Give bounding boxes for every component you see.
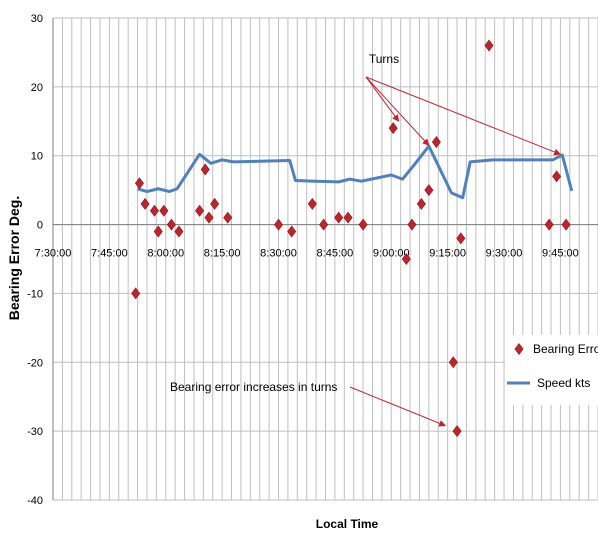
bearing-error-point xyxy=(159,204,169,217)
annotation-turns: Turns xyxy=(369,52,399,66)
bearing-error-point xyxy=(274,218,284,231)
x-tick-label: 9:15:00 xyxy=(429,248,466,260)
bearing-error-point xyxy=(561,218,571,231)
bearing-error-point xyxy=(134,177,144,190)
bearing-error-point xyxy=(431,135,441,148)
bearing-error-point xyxy=(552,170,562,183)
bearing-error-point xyxy=(407,218,417,231)
legend: Bearing Error Speed kts xyxy=(505,335,598,405)
bearing-error-point xyxy=(287,225,297,238)
y-tick-label: 20 xyxy=(31,82,43,94)
bearing-error-point xyxy=(223,211,233,224)
bearing-error-point xyxy=(452,425,462,438)
y-tick-label: 30 xyxy=(31,13,43,25)
x-tick-label: 9:45:00 xyxy=(542,248,579,260)
bearing-error-point xyxy=(210,197,220,210)
legend-bearing-label: Bearing Error xyxy=(533,342,598,356)
annotations: Turns Bearing error increases in turns xyxy=(170,52,562,427)
bearing-error-point xyxy=(131,287,141,300)
bearing-error-point xyxy=(307,197,317,210)
annotation-arrow xyxy=(349,386,447,427)
annotation-arrow xyxy=(365,76,430,146)
bearing-error-point xyxy=(424,184,434,197)
x-tick-label: 7:30:00 xyxy=(35,248,72,260)
bearing-error-point xyxy=(195,204,205,217)
x-tick-label: 7:45:00 xyxy=(91,248,128,260)
bearing-error-point xyxy=(358,218,368,231)
bearing-error-point xyxy=(153,225,163,238)
bearing-error-point xyxy=(174,225,184,238)
y-axis-title: Bearing Error Deg. xyxy=(6,196,22,320)
annotation-turn-error: Bearing error increases in turns xyxy=(170,380,337,394)
bearing-error-point xyxy=(448,356,458,369)
annotation-arrow xyxy=(365,76,400,122)
y-tick-label: 0 xyxy=(37,220,43,232)
x-tick-label: 8:15:00 xyxy=(204,248,241,260)
speed-line xyxy=(137,144,574,200)
speed-series xyxy=(137,144,574,200)
legend-speed-label: Speed kts xyxy=(537,376,590,390)
y-tick-label: -40 xyxy=(27,495,43,507)
x-tick-label: 8:45:00 xyxy=(317,248,354,260)
bearing-error-point xyxy=(416,197,426,210)
axis-tick-labels: 30 20 10 0 -10 -20 -30 -40 7:30:00 7:45:00 8:00:00… xyxy=(27,13,579,507)
grid-lines xyxy=(52,17,598,501)
bearing-error-point xyxy=(343,211,353,224)
y-tick-label: -30 xyxy=(27,426,43,438)
bearing-error-point xyxy=(204,211,214,224)
bearing-error-point xyxy=(140,197,150,210)
bearing-error-point xyxy=(456,232,466,245)
y-tick-label: 10 xyxy=(31,151,43,163)
bearing-error-point xyxy=(484,39,494,52)
bearing-error-point xyxy=(166,218,176,231)
bearing-error-point xyxy=(388,122,398,135)
y-tick-label: -20 xyxy=(27,357,43,369)
bearing-error-point xyxy=(200,163,210,176)
x-tick-label: 8:30:00 xyxy=(260,248,297,260)
bearing-error-series xyxy=(131,39,571,438)
bearing-error-point xyxy=(544,218,554,231)
x-tick-label: 9:00:00 xyxy=(373,248,410,260)
bearing-error-point xyxy=(319,218,329,231)
bearing-error-point xyxy=(149,204,159,217)
x-tick-label: 8:00:00 xyxy=(147,248,184,260)
bearing-error-point xyxy=(401,253,411,265)
legend-bearing-marker xyxy=(514,343,524,355)
x-axis-title: Local Time xyxy=(316,517,379,531)
annotation-arrow xyxy=(365,76,562,156)
x-tick-label: 9:30:00 xyxy=(486,248,523,260)
y-tick-label: -10 xyxy=(27,288,43,300)
bearing-error-point xyxy=(334,211,344,224)
